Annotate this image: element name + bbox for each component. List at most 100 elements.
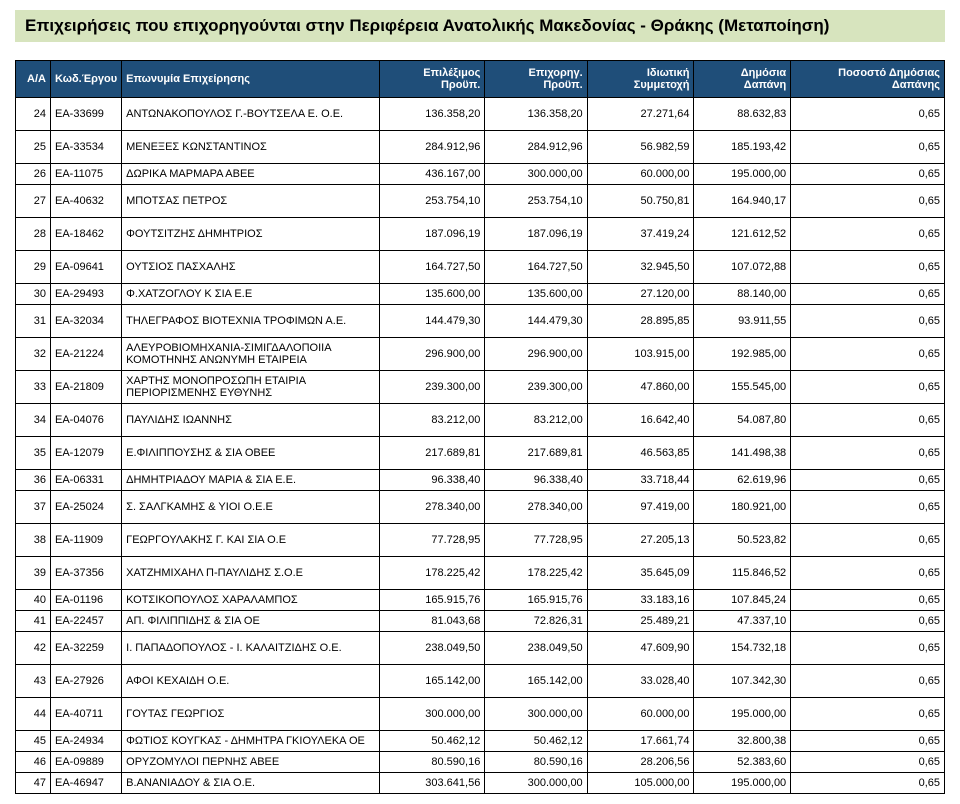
cell-private: 33.183,16 (587, 590, 694, 611)
cell-private: 33.718,44 (587, 470, 694, 491)
table-row: 46ΕΑ-09889ΟΡΥΖΟΜΥΛΟΙ ΠΕΡΝΗΣ ΑΒΕΕ80.590,1… (16, 752, 945, 773)
cell-percent: 0,65 (791, 98, 945, 131)
cell-budget-grant: 238.049,50 (485, 632, 587, 665)
cell-kwd: ΕΑ-09641 (51, 251, 122, 284)
cell-name: ΧΑΡΤΗΣ ΜΟΝΟΠΡΟΣΩΠΗ ΕΤΑΙΡΙΑ ΠΕΡΙΟΡΙΣΜΕΝΗΣ… (122, 371, 380, 404)
cell-budget-elig: 136.358,20 (380, 98, 485, 131)
cell-kwd: ΕΑ-18462 (51, 218, 122, 251)
table-row: 27ΕΑ-40632ΜΠΟΤΣΑΣ ΠΕΤΡΟΣ253.754,10253.75… (16, 185, 945, 218)
table-row: 34ΕΑ-04076ΠΑΥΛΙΔΗΣ ΙΩΑΝΝΗΣ83.212,0083.21… (16, 404, 945, 437)
table-header-row: Α/Α Κωδ.Έργου Επωνυμία Επιχείρησης Επιλέ… (16, 61, 945, 98)
cell-public: 52.383,60 (694, 752, 791, 773)
cell-kwd: ΕΑ-11909 (51, 524, 122, 557)
cell-name: Σ. ΣΑΛΓΚΑΜΗΣ & ΥΙΟΙ Ο.Ε.Ε (122, 491, 380, 524)
table-row: 26ΕΑ-11075ΔΩΡΙΚΑ ΜΑΡΜΑΡΑ ΑΒΕΕ436.167,003… (16, 164, 945, 185)
cell-percent: 0,65 (791, 284, 945, 305)
cell-public: 88.632,83 (694, 98, 791, 131)
col-name: Επωνυμία Επιχείρησης (122, 61, 380, 98)
cell-kwd: ΕΑ-01196 (51, 590, 122, 611)
col-private: Ιδιωτική Συμμετοχή (587, 61, 694, 98)
col-kwd: Κωδ.Έργου (51, 61, 122, 98)
cell-public: 93.911,55 (694, 305, 791, 338)
cell-aa: 37 (16, 491, 51, 524)
cell-budget-grant: 239.300,00 (485, 371, 587, 404)
cell-budget-grant: 217.689,81 (485, 437, 587, 470)
cell-percent: 0,65 (791, 371, 945, 404)
cell-kwd: ΕΑ-46947 (51, 773, 122, 794)
cell-budget-grant: 164.727,50 (485, 251, 587, 284)
table-row: 35ΕΑ-12079Ε.ΦΙΛΙΠΠΟΥΣΗΣ & ΣΙΑ ΟΒΕΕ217.68… (16, 437, 945, 470)
cell-kwd: ΕΑ-27926 (51, 665, 122, 698)
cell-aa: 30 (16, 284, 51, 305)
cell-budget-grant: 50.462,12 (485, 731, 587, 752)
cell-aa: 27 (16, 185, 51, 218)
cell-budget-elig: 239.300,00 (380, 371, 485, 404)
cell-name: ΟΡΥΖΟΜΥΛΟΙ ΠΕΡΝΗΣ ΑΒΕΕ (122, 752, 380, 773)
cell-budget-elig: 96.338,40 (380, 470, 485, 491)
grants-table: Α/Α Κωδ.Έργου Επωνυμία Επιχείρησης Επιλέ… (15, 60, 945, 794)
cell-budget-grant: 300.000,00 (485, 698, 587, 731)
cell-budget-elig: 284.912,96 (380, 131, 485, 164)
cell-private: 50.750,81 (587, 185, 694, 218)
cell-budget-elig: 253.754,10 (380, 185, 485, 218)
cell-private: 25.489,21 (587, 611, 694, 632)
table-row: 25ΕΑ-33534ΜΕΝΕΞΕΣ ΚΩΝΣΤΑΝΤΙΝΟΣ284.912,96… (16, 131, 945, 164)
cell-percent: 0,65 (791, 665, 945, 698)
cell-budget-elig: 278.340,00 (380, 491, 485, 524)
cell-budget-grant: 165.915,76 (485, 590, 587, 611)
cell-aa: 32 (16, 338, 51, 371)
cell-private: 47.860,00 (587, 371, 694, 404)
cell-private: 27.120,00 (587, 284, 694, 305)
cell-name: ΔΗΜΗΤΡΙΑΔΟΥ ΜΑΡΙΑ & ΣΙΑ Ε.Ε. (122, 470, 380, 491)
cell-budget-grant: 165.142,00 (485, 665, 587, 698)
cell-aa: 44 (16, 698, 51, 731)
cell-budget-elig: 77.728,95 (380, 524, 485, 557)
cell-public: 107.072,88 (694, 251, 791, 284)
cell-name: ΓΟΥΤΑΣ ΓΕΩΡΓΙΟΣ (122, 698, 380, 731)
table-row: 33ΕΑ-21809ΧΑΡΤΗΣ ΜΟΝΟΠΡΟΣΩΠΗ ΕΤΑΙΡΙΑ ΠΕΡ… (16, 371, 945, 404)
cell-aa: 26 (16, 164, 51, 185)
cell-private: 28.206,56 (587, 752, 694, 773)
cell-name: ΦΩΤΙΟΣ ΚΟΥΓΚΑΣ - ΔΗΜΗΤΡΑ ΓΚΙΟΥΛΕΚΑ ΟΕ (122, 731, 380, 752)
cell-kwd: ΕΑ-37356 (51, 557, 122, 590)
cell-budget-grant: 77.728,95 (485, 524, 587, 557)
cell-percent: 0,65 (791, 491, 945, 524)
cell-public: 180.921,00 (694, 491, 791, 524)
cell-kwd: ΕΑ-04076 (51, 404, 122, 437)
table-row: 29ΕΑ-09641ΟΥΤΣΙΟΣ ΠΑΣΧΑΛΗΣ164.727,50164.… (16, 251, 945, 284)
cell-public: 54.087,80 (694, 404, 791, 437)
cell-aa: 43 (16, 665, 51, 698)
cell-budget-grant: 178.225,42 (485, 557, 587, 590)
cell-name: ΑΠ. ΦΙΛΙΠΠΙΔΗΣ & ΣΙΑ ΟΕ (122, 611, 380, 632)
cell-aa: 28 (16, 218, 51, 251)
cell-percent: 0,65 (791, 611, 945, 632)
cell-private: 60.000,00 (587, 164, 694, 185)
cell-kwd: ΕΑ-32034 (51, 305, 122, 338)
cell-public: 107.845,24 (694, 590, 791, 611)
cell-budget-elig: 135.600,00 (380, 284, 485, 305)
cell-kwd: ΕΑ-29493 (51, 284, 122, 305)
col-budget-elig: Επιλέξιμος Προϋπ. (380, 61, 485, 98)
cell-aa: 38 (16, 524, 51, 557)
cell-private: 37.419,24 (587, 218, 694, 251)
cell-aa: 39 (16, 557, 51, 590)
table-row: 32ΕΑ-21224ΑΛΕΥΡΟΒΙΟΜΗΧΑΝΙΑ-ΣΙΜΙΓΔΑΛΟΠΟΙΙ… (16, 338, 945, 371)
page-title: Επιχειρήσεις που επιχορηγούνται στην Περ… (15, 10, 945, 42)
cell-public: 195.000,00 (694, 164, 791, 185)
cell-name: ΔΩΡΙΚΑ ΜΑΡΜΑΡΑ ΑΒΕΕ (122, 164, 380, 185)
cell-name: ΤΗΛΕΓΡΑΦΟΣ ΒΙΟΤΕΧΝΙΑ ΤΡΟΦΙΜΩΝ Α.Ε. (122, 305, 380, 338)
cell-name: ΜΕΝΕΞΕΣ ΚΩΝΣΤΑΝΤΙΝΟΣ (122, 131, 380, 164)
cell-kwd: ΕΑ-40632 (51, 185, 122, 218)
cell-budget-grant: 300.000,00 (485, 164, 587, 185)
table-row: 40ΕΑ-01196ΚΟΤΣΙΚΟΠΟΥΛΟΣ ΧΑΡΑΛΑΜΠΟΣ165.91… (16, 590, 945, 611)
cell-percent: 0,65 (791, 632, 945, 665)
cell-aa: 46 (16, 752, 51, 773)
cell-name: ΑΝΤΩΝΑΚΟΠΟΥΛΟΣ Γ.-ΒΟΥΤΣΕΛΑ Ε. Ο.Ε. (122, 98, 380, 131)
cell-aa: 34 (16, 404, 51, 437)
cell-percent: 0,65 (791, 590, 945, 611)
cell-public: 32.800,38 (694, 731, 791, 752)
cell-kwd: ΕΑ-06331 (51, 470, 122, 491)
cell-budget-elig: 164.727,50 (380, 251, 485, 284)
cell-budget-elig: 300.000,00 (380, 698, 485, 731)
cell-percent: 0,65 (791, 731, 945, 752)
